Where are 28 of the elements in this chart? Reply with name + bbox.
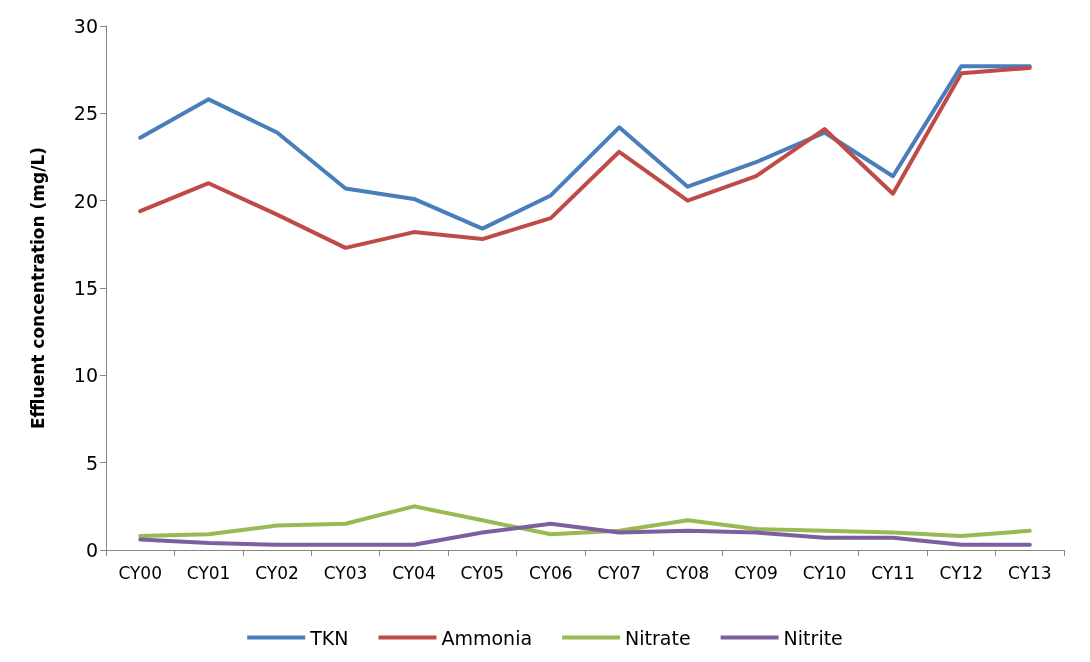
legend-label: Nitrite — [783, 626, 843, 649]
x-tick-label: CY03 — [323, 562, 368, 583]
legend-label: Nitrate — [625, 626, 691, 649]
line-series — [138, 504, 1032, 539]
y-tick-label: 10 — [73, 364, 98, 387]
x-tick-label: CY01 — [186, 562, 231, 583]
y-tick-label: 0 — [85, 539, 98, 561]
x-tick-label: CY02 — [255, 562, 299, 583]
x-tick-label: CY10 — [802, 562, 847, 583]
y-tick-label: 25 — [73, 102, 98, 125]
legend-label: Ammonia — [441, 626, 533, 649]
x-tick-label: CY08 — [665, 562, 710, 583]
y-tick-label: 5 — [85, 451, 98, 474]
x-tick-label: CY04 — [392, 562, 436, 583]
x-tick-label: CY06 — [528, 562, 573, 583]
x-tick-label: CY05 — [460, 562, 505, 583]
x-tick-label: CY07 — [597, 562, 642, 583]
x-tick-label: CY09 — [734, 562, 778, 583]
y-tick-label: 15 — [73, 277, 98, 299]
y-tick-label: 30 — [73, 15, 98, 37]
legend-label: TKN — [309, 626, 349, 649]
x-tick-label: CY12 — [939, 562, 984, 583]
x-tick-label: CY00 — [118, 562, 163, 583]
y-axis-title: Effluent concentration (mg/L) — [27, 146, 48, 430]
line-series — [138, 521, 1032, 547]
x-tick-label: CY13 — [1007, 562, 1052, 583]
y-tick-label: 20 — [73, 189, 98, 212]
x-tick-label: CY11 — [871, 562, 915, 583]
